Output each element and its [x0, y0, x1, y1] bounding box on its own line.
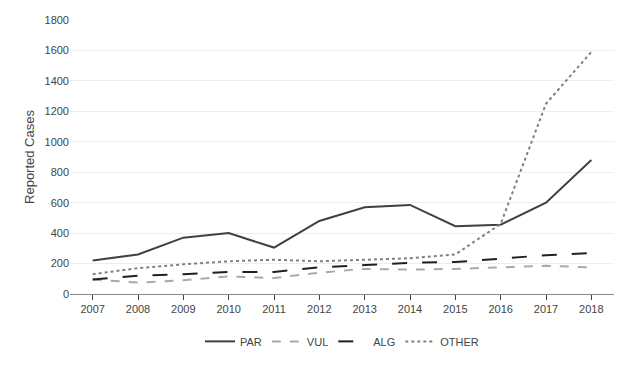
svg-text:2012: 2012 — [307, 303, 331, 315]
svg-text:PAR: PAR — [240, 336, 262, 348]
svg-text:2014: 2014 — [398, 303, 422, 315]
svg-text:1200: 1200 — [45, 105, 69, 117]
svg-text:1600: 1600 — [45, 44, 69, 56]
svg-text:2018: 2018 — [579, 303, 603, 315]
svg-text:2013: 2013 — [352, 303, 376, 315]
svg-text:1800: 1800 — [45, 14, 69, 26]
svg-text:2008: 2008 — [126, 303, 150, 315]
svg-text:OTHER: OTHER — [440, 336, 479, 348]
svg-text:2017: 2017 — [534, 303, 558, 315]
svg-text:1400: 1400 — [45, 75, 69, 87]
svg-text:600: 600 — [51, 197, 69, 209]
svg-text:400: 400 — [51, 227, 69, 239]
svg-text:2010: 2010 — [216, 303, 240, 315]
svg-text:Reported Cases: Reported Cases — [22, 110, 37, 204]
svg-text:1000: 1000 — [45, 136, 69, 148]
svg-text:0: 0 — [63, 288, 69, 300]
svg-text:2009: 2009 — [171, 303, 195, 315]
svg-text:200: 200 — [51, 257, 69, 269]
svg-text:ALG: ALG — [373, 336, 395, 348]
svg-text:2011: 2011 — [262, 303, 286, 315]
svg-text:2007: 2007 — [80, 303, 104, 315]
svg-text:2015: 2015 — [443, 303, 467, 315]
svg-text:VUL: VUL — [307, 336, 328, 348]
svg-text:800: 800 — [51, 166, 69, 178]
svg-text:2016: 2016 — [488, 303, 512, 315]
